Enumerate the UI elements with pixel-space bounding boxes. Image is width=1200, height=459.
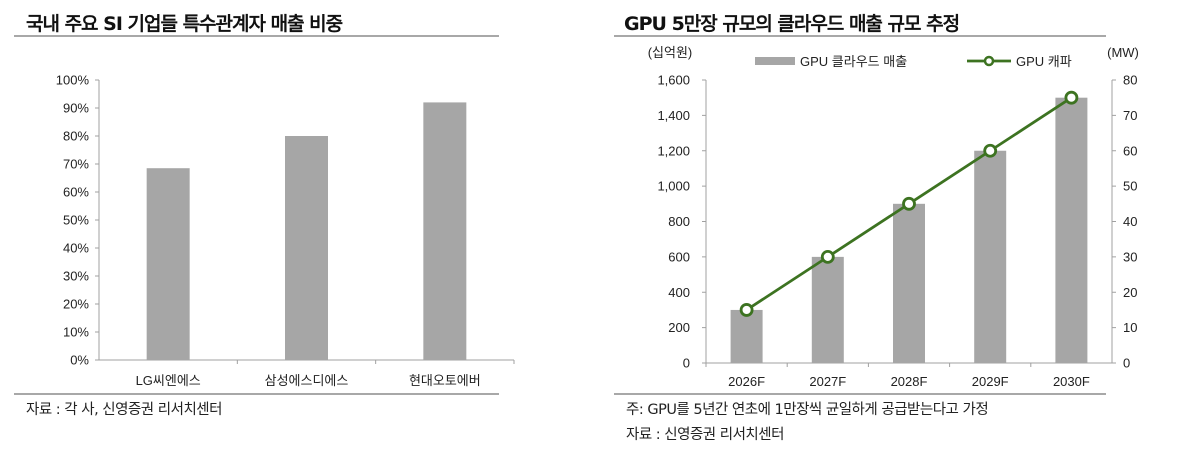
right-chart-title: GPU 5만장 규모의 클라우드 매출 규모 추정	[624, 13, 960, 35]
left-title-rule	[14, 35, 499, 37]
right-note: 주: GPU를 5년간 연초에 1만장씩 균일하게 공급받는다고 가정	[626, 402, 989, 418]
left-bar-chart: 0% 10% 20% 30% 40% 50% 60% 70% 80% 90% 100% LG씨엔에스 삼…	[56, 73, 515, 388]
revenue-bar	[1055, 97, 1088, 363]
capacity-marker	[739, 303, 754, 317]
left-source: 자료 : 각 사, 신영증권 리서치센터	[26, 402, 222, 418]
y-tick-label: 90%	[63, 101, 89, 116]
legend-line-label: GPU 캐파	[1016, 54, 1072, 69]
bar	[423, 102, 467, 361]
right-y-tick-label: 70	[1123, 108, 1137, 123]
capacity-marker	[902, 196, 916, 211]
right-axis-unit: (MW)	[1107, 45, 1139, 60]
capacity-marker	[820, 249, 835, 264]
left-y-tick-label: 1,400	[657, 108, 690, 123]
capacity-marker	[983, 143, 998, 158]
left-y-tick-label: 800	[668, 214, 690, 229]
y-tick-label: 70%	[63, 157, 89, 172]
right-y-tick-label: 40	[1123, 214, 1137, 229]
left-y-tick-label: 200	[668, 320, 690, 335]
x-category-label: 현대오토에버	[409, 373, 481, 388]
right-source: 자료 : 신영증권 리서치센터	[626, 427, 784, 443]
capacity-marker	[1064, 90, 1079, 105]
right-chart-panel: GPU 5만장 규모의 클라우드 매출 규모 추정 (십억원) (MW) 0 200 4…	[600, 0, 1200, 459]
left-y-tick-label: 1,000	[657, 179, 690, 194]
left-chart-panel: 국내 주요 SI 기업들 특수관계자 매출 비중 0% 10% 20% 30% 40% 5…	[14, 13, 515, 418]
x-category-label: 2026F	[728, 374, 765, 389]
y-tick-label: 40%	[63, 241, 89, 256]
x-category-label: 삼성에스디에스	[265, 373, 349, 388]
left-y-tick-label: 400	[668, 285, 690, 300]
x-category-label: 2027F	[809, 374, 846, 389]
legend-line-marker	[983, 55, 995, 67]
revenue-bar	[730, 309, 763, 363]
x-category-label: LG씨엔에스	[136, 373, 201, 388]
bar	[146, 168, 190, 360]
left-y-tick-label: 1,600	[657, 73, 690, 88]
right-bottom-rule	[614, 393, 1106, 395]
y-tick-label: 80%	[63, 129, 89, 144]
x-category-label: 2028F	[891, 374, 928, 389]
left-bottom-rule	[14, 393, 499, 395]
right-y-tick-label: 80	[1123, 73, 1137, 88]
bar	[285, 136, 328, 360]
right-title-rule	[614, 35, 1106, 37]
right-combo-chart: (십억원) (MW)02004006008001,0001,2001,4001,6…	[648, 45, 1139, 389]
right-y-tick-label: 30	[1123, 249, 1137, 264]
x-category-label: 2029F	[972, 374, 1009, 389]
left-y-tick-label: 1,200	[657, 143, 690, 158]
right-y-tick-label: 60	[1123, 143, 1137, 158]
y-tick-label: 100%	[56, 73, 90, 88]
x-category-label: 2030F	[1053, 374, 1090, 389]
y-tick-label: 60%	[63, 185, 89, 200]
revenue-bar	[974, 150, 1007, 363]
revenue-bar	[811, 256, 844, 363]
revenue-bar	[893, 203, 925, 363]
y-tick-label: 20%	[63, 297, 89, 312]
y-tick-label: 10%	[63, 325, 89, 340]
legend-bar-swatch	[755, 57, 795, 65]
y-tick-label: 50%	[63, 213, 89, 228]
left-axis-unit: (십억원)	[648, 45, 693, 60]
y-tick-label: 30%	[63, 269, 89, 284]
left-chart-title: 국내 주요 SI 기업들 특수관계자 매출 비중	[26, 13, 343, 35]
left-y-tick-label: 0	[683, 356, 690, 371]
right-y-tick-label: 0	[1123, 356, 1130, 371]
right-y-tick-label: 50	[1123, 179, 1137, 194]
left-y-tick-label: 600	[668, 249, 690, 264]
right-y-tick-label: 20	[1123, 285, 1137, 300]
legend-bar-label: GPU 클라우드 매출	[800, 54, 907, 69]
y-tick-label: 0%	[70, 353, 89, 368]
right-y-tick-label: 10	[1123, 320, 1137, 335]
